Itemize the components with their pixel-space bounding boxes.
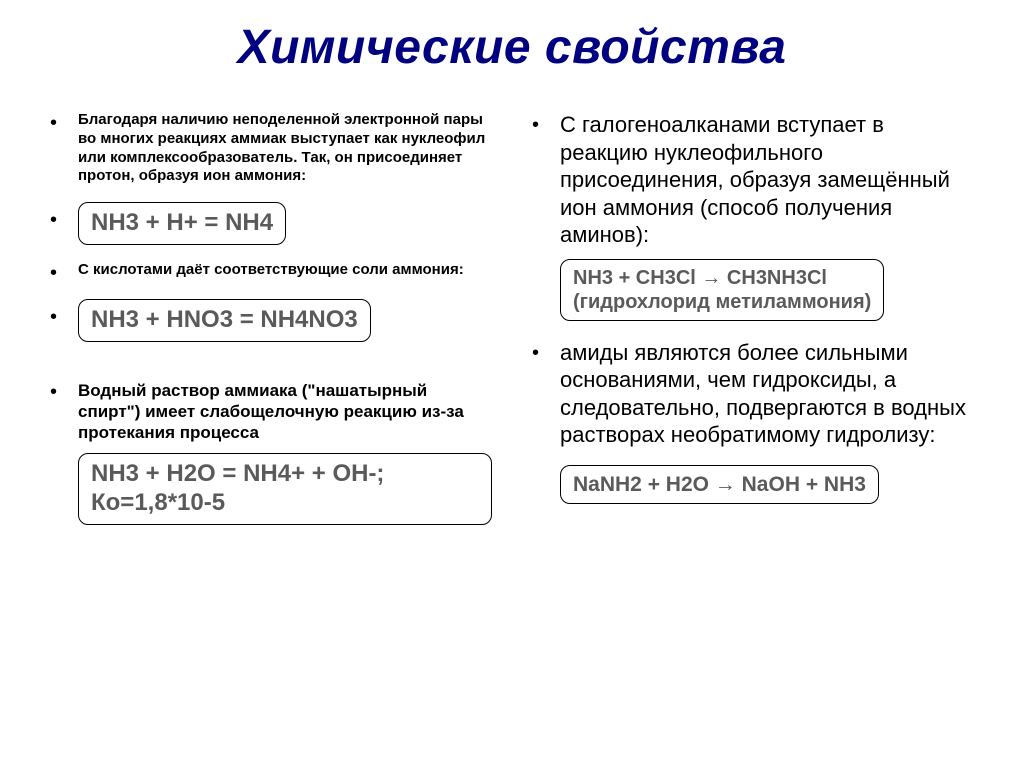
left-item-1: • Благодаря наличию неподеленной электро… [50, 111, 492, 186]
right-para-1: С галогеноалканами вступает в реакцию ну… [560, 111, 974, 249]
right-para-2: амиды являются более сильными основаниям… [560, 339, 974, 449]
bullet-icon: • [532, 339, 560, 363]
bullet-icon: • [50, 297, 78, 327]
left-item-4: • NH3 + HNO3 = NH4NO3 [50, 297, 492, 344]
bullet-icon: • [50, 111, 78, 133]
left-para-3: Водный раствор аммиака ("нашатырный спир… [78, 380, 492, 444]
bullet-icon: • [50, 380, 78, 402]
left-para-2: С кислотами даёт соответствующие соли ам… [78, 261, 492, 280]
bullet-icon: • [50, 261, 78, 283]
bullet-icon: • [532, 111, 560, 135]
formula-r1-line1: NH3 + CH3Cl → CH3NH3Cl [573, 267, 827, 289]
formula-wrap-3: NH3 + H2O = NH4+ + OH-; Ко=1,8*10-5 [78, 451, 492, 527]
content-columns: • Благодаря наличию неподеленной электро… [50, 111, 974, 543]
right-column: • С галогеноалканами вступает в реакцию … [532, 111, 974, 543]
formula-box-2: NH3 + HNO3 = NH4NO3 [78, 299, 371, 342]
formula-wrap-r1: NH3 + CH3Cl → CH3NH3Cl (гидрохлорид мети… [560, 257, 974, 323]
left-item-5: • Водный раствор аммиака ("нашатырный сп… [50, 380, 492, 444]
formula-box-r1: NH3 + CH3Cl → CH3NH3Cl (гидрохлорид мети… [560, 259, 884, 321]
left-column: • Благодаря наличию неподеленной электро… [50, 111, 492, 543]
formula-box-3: NH3 + H2O = NH4+ + OH-; Ко=1,8*10-5 [78, 453, 492, 525]
right-item-2: • амиды являются более сильными основани… [532, 339, 974, 449]
left-item-3: • С кислотами даёт соответствующие соли … [50, 261, 492, 283]
formula-box-1: NH3 + H+ = NH4 [78, 202, 286, 245]
formula-wrap-r2: NaNH2 + H2O → NaOH + NH3 [560, 463, 974, 506]
formula-box-r2: NaNH2 + H2O → NaOH + NH3 [560, 465, 879, 504]
slide-title: Химические свойства [50, 20, 974, 75]
right-item-1: • С галогеноалканами вступает в реакцию … [532, 111, 974, 249]
bullet-icon: • [50, 200, 78, 230]
formula-r1-line2: (гидрохлорид метиламмония) [573, 291, 871, 313]
left-para-1: Благодаря наличию неподеленной электронн… [78, 111, 492, 186]
left-item-2: • NH3 + H+ = NH4 [50, 200, 492, 247]
